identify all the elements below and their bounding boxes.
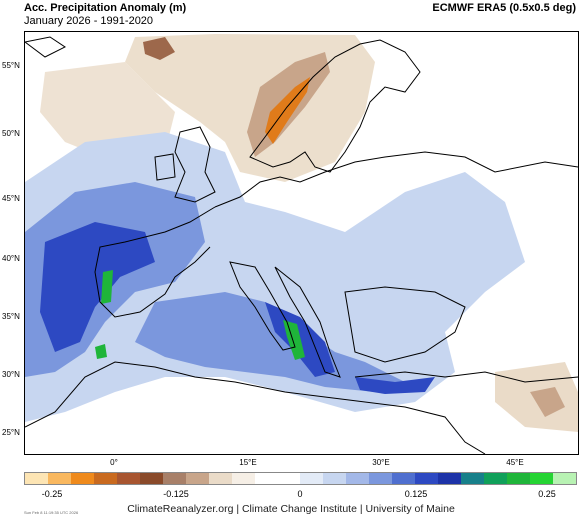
colorbar-swatch	[552, 473, 576, 484]
lat-label-40: 40°N	[2, 254, 20, 263]
colorbar-tick-neg-025: -0.25	[41, 489, 63, 499]
coastline-italy	[229, 261, 296, 351]
colorbar-swatch	[139, 473, 163, 484]
colorbar-swatch	[254, 473, 278, 484]
dry-anomaly-arabia-max	[530, 387, 565, 417]
map-panel	[24, 31, 579, 455]
lon-label-0: 0°	[110, 458, 118, 467]
coastline-north-africa	[25, 361, 486, 454]
colorbar-swatch	[415, 473, 439, 484]
colorbar-swatch	[346, 473, 370, 484]
wet-anomaly-mediterranean	[135, 292, 405, 392]
lat-label-30: 30°N	[2, 370, 20, 379]
colorbar-swatch	[47, 473, 71, 484]
coastline-british-isles	[154, 126, 216, 203]
lat-label-50: 50°N	[2, 129, 20, 138]
colorbar-swatch	[507, 473, 530, 484]
lat-label-55: 55°N	[2, 61, 20, 70]
wet-anomaly-max-greece	[283, 320, 305, 360]
colorbar-tick-025: 0.25	[538, 489, 556, 499]
wet-anomaly-turkey-coast	[355, 377, 435, 394]
colorbar-tick-neg-0125: -0.125	[163, 489, 189, 499]
colorbar-swatch	[369, 473, 393, 484]
lat-label-45: 45°N	[2, 194, 20, 203]
colorbar-swatch	[208, 473, 232, 484]
credit-line: ClimateReanalyzer.org | Climate Change I…	[127, 503, 455, 515]
colorbar-swatch	[185, 473, 209, 484]
coastline-western-europe	[214, 151, 578, 208]
lon-label-30e: 30°E	[372, 458, 390, 467]
colorbar-swatch	[93, 473, 117, 484]
timestamp: Sun Feb 8 11:19:35 UTC 2026	[24, 510, 79, 515]
colorbar-swatch	[300, 473, 324, 484]
colorbar-swatch	[529, 473, 553, 484]
colorbar	[24, 472, 577, 485]
lat-label-35: 35°N	[2, 312, 20, 321]
wet-anomaly-max-portugal	[101, 270, 113, 304]
lat-label-25: 25°N	[2, 428, 20, 437]
colorbar-swatch	[25, 473, 48, 484]
lon-label-45e: 45°E	[506, 458, 524, 467]
coastline-iberia	[94, 206, 216, 318]
colorbar-tick-0125: 0.125	[404, 489, 428, 499]
coastline-turkey-black-sea	[344, 286, 578, 383]
coastline-balkans-greece	[274, 266, 341, 378]
dataset-label: ECMWF ERA5 (0.5x0.5 deg)	[432, 2, 576, 14]
coastline-norway-sweden	[249, 39, 421, 173]
wet-anomaly-max-algeria	[95, 344, 107, 359]
anomaly-shading	[25, 34, 578, 432]
colorbar-swatch	[277, 473, 301, 484]
lon-label-15e: 15°E	[239, 458, 257, 467]
colorbar-swatch	[70, 473, 94, 484]
colorbar-swatch	[484, 473, 508, 484]
colorbar-swatch	[461, 473, 485, 484]
coastline-iceland-edge	[25, 36, 66, 58]
chart-title: Acc. Precipitation Anomaly (m)	[24, 2, 187, 14]
colorbar-swatch	[438, 473, 462, 484]
coastlines	[25, 36, 578, 454]
chart-subtitle: January 2026 - 1991-2020	[24, 15, 154, 27]
colorbar-swatch	[162, 473, 186, 484]
colorbar-swatch	[323, 473, 347, 484]
precipitation-anomaly-map	[25, 34, 578, 454]
colorbar-swatch	[231, 473, 255, 484]
colorbar-tick-0: 0	[297, 489, 303, 499]
colorbar-swatch	[116, 473, 140, 484]
dry-anomaly-greenland-edge	[143, 37, 175, 60]
colorbar-swatch	[392, 473, 416, 484]
